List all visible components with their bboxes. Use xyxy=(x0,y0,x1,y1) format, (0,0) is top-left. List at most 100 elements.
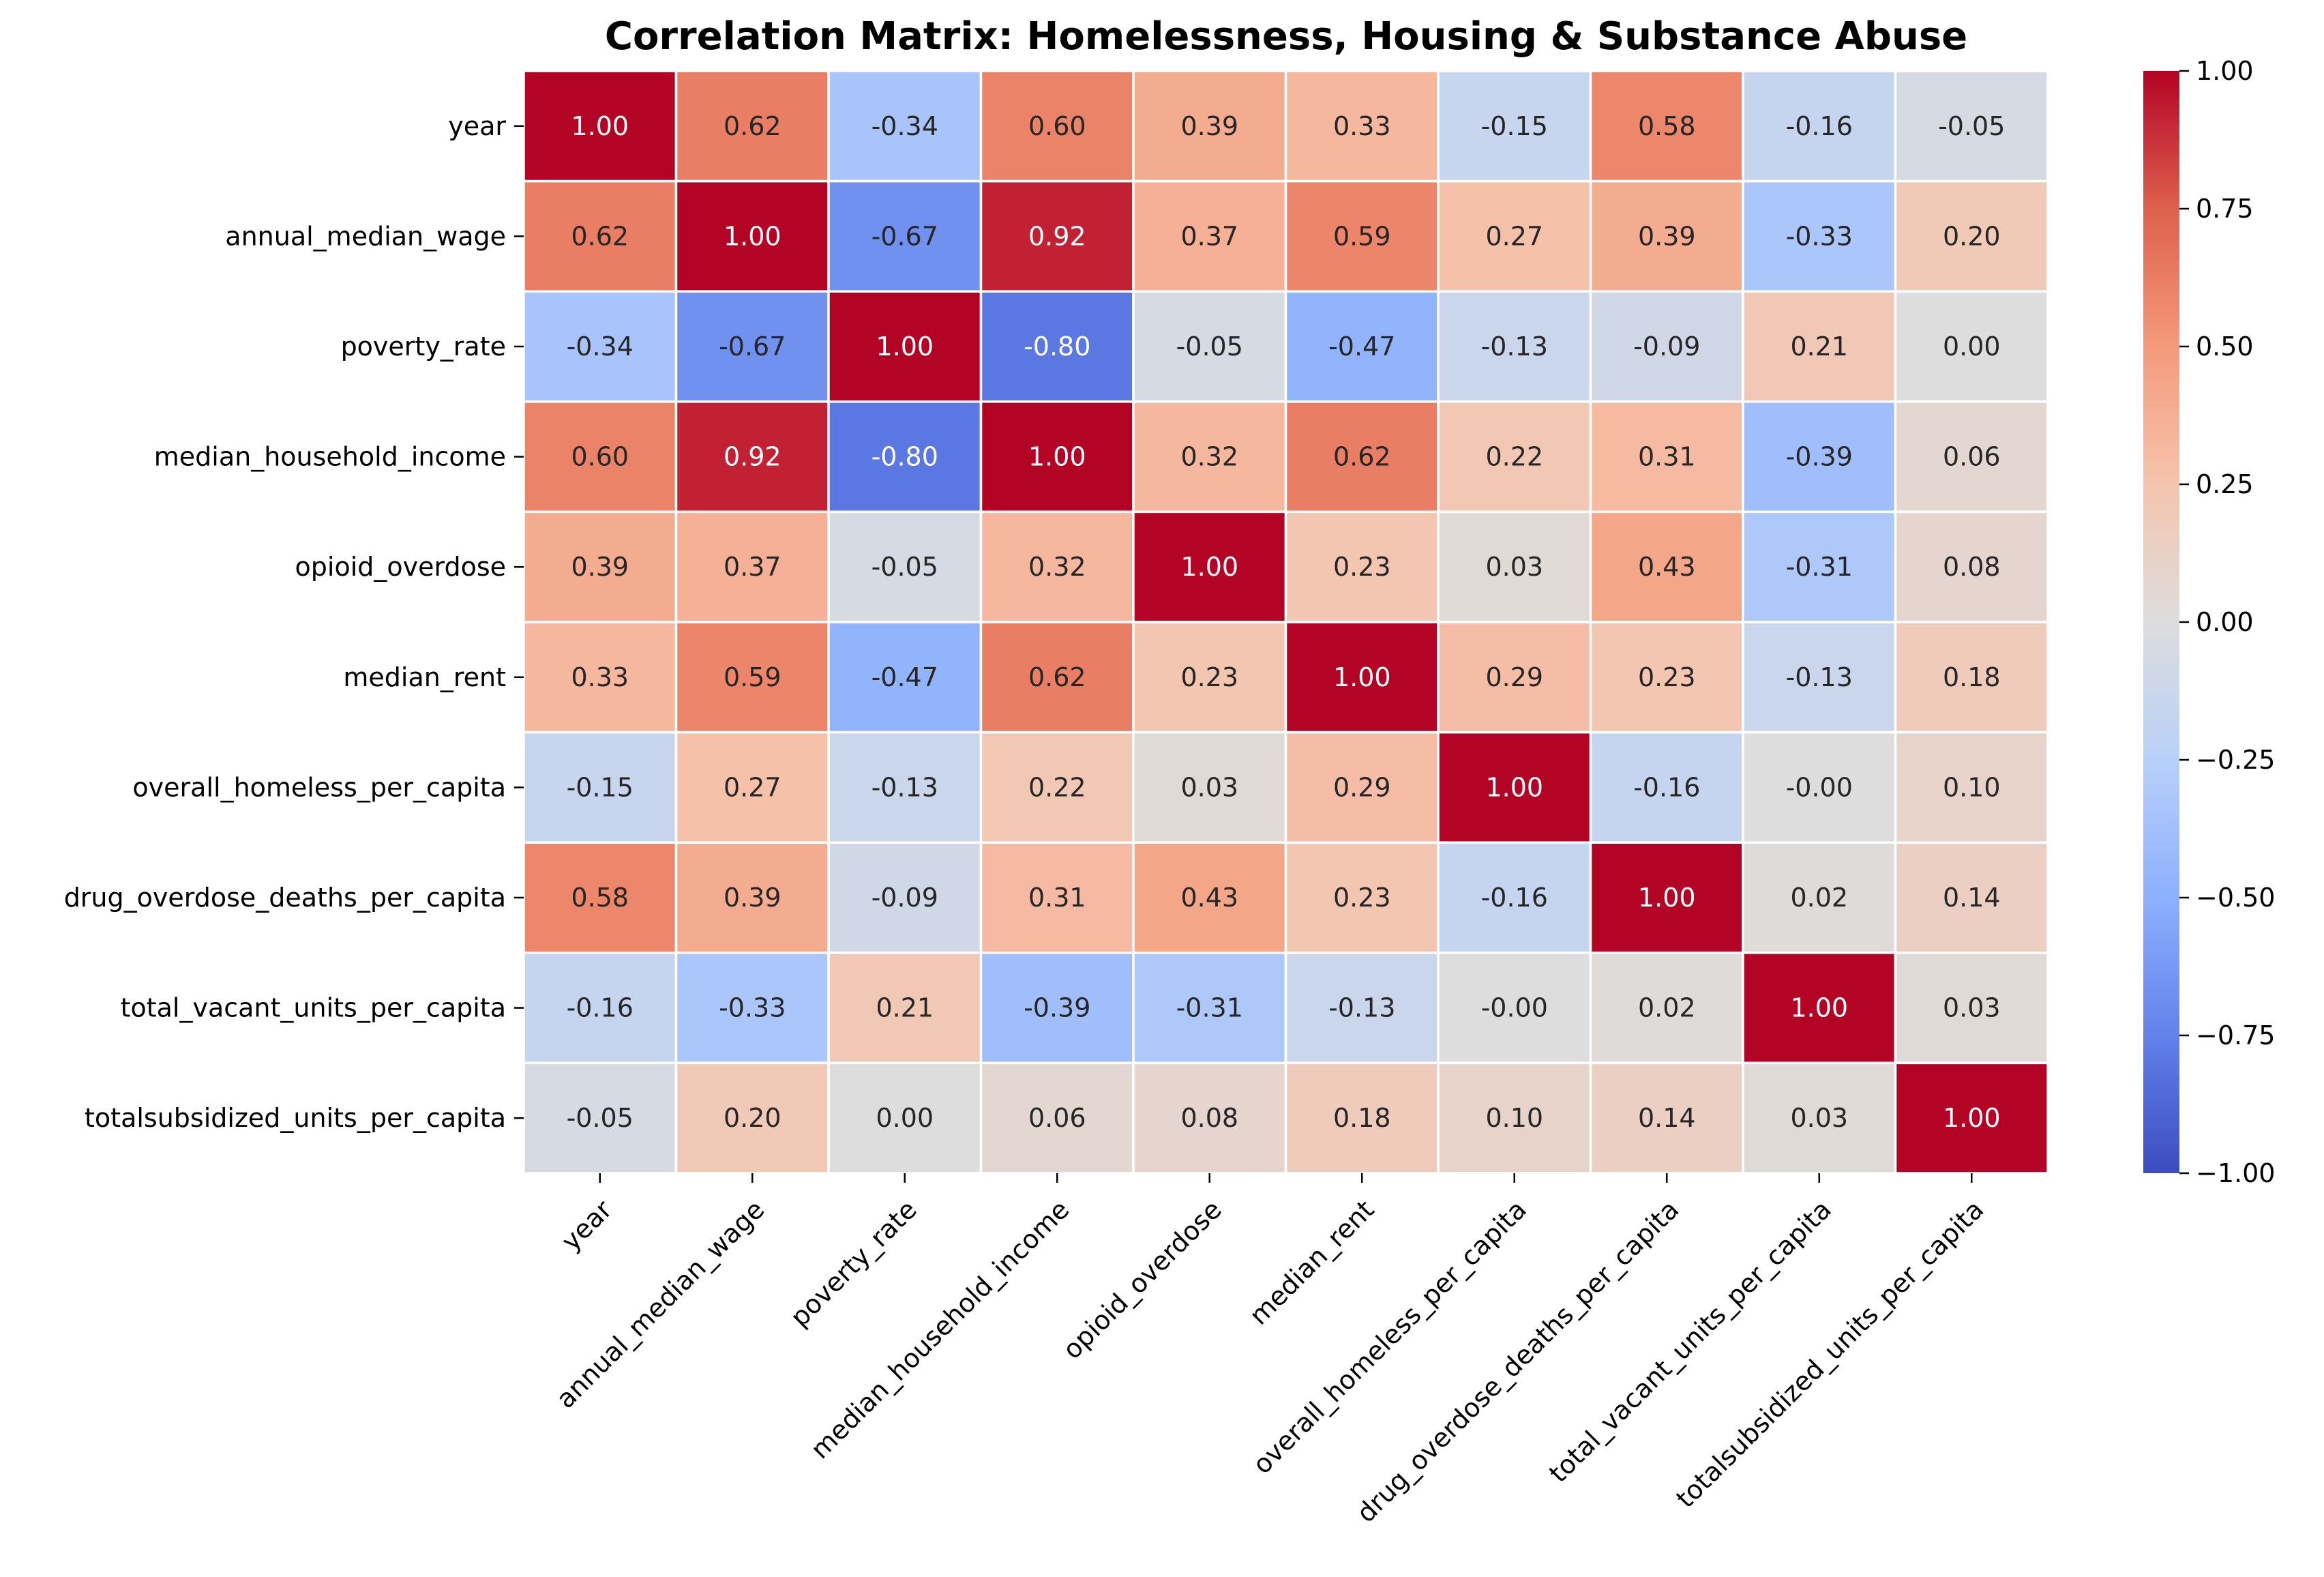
cell-value-label: -0.16 xyxy=(1633,772,1700,802)
cell-value-label: -0.16 xyxy=(567,993,634,1023)
cell-value-label: -0.34 xyxy=(872,111,938,141)
cell-value-label: 0.23 xyxy=(1333,552,1391,582)
cell-value-label: 0.08 xyxy=(1180,1103,1238,1133)
cell-value-label: 0.59 xyxy=(724,662,781,692)
x-tick-label: median_household_income xyxy=(805,1194,1075,1464)
colorbar: 1.00 0.75 0.50 0.25 0.00 −0.25 −0.50 −0.75 −1.00 xyxy=(2143,56,2275,1188)
cell-value-label: -0.33 xyxy=(719,993,786,1023)
heatmap-cell xyxy=(827,841,983,954)
cell-value-label: -0.05 xyxy=(1176,331,1243,362)
cell-value-label: 0.62 xyxy=(571,221,629,251)
y-axis: year annual_median_wage poverty_ratemedian… xyxy=(64,111,524,1133)
heatmap-cell xyxy=(522,290,678,403)
y-tick-label: median_household_income xyxy=(154,442,506,472)
x-tick-label: overall_homeless_per_capita xyxy=(1247,1194,1532,1479)
colorbar-tick-label: −0.50 xyxy=(2196,883,2275,913)
heatmap-cell xyxy=(1437,290,1592,403)
heatmap-cell xyxy=(1742,621,1897,734)
colorbar-tick-label: 0.75 xyxy=(2196,194,2254,224)
heatmap-cell xyxy=(1589,731,1744,844)
heatmap-cell xyxy=(1742,1061,1897,1175)
heatmap-cell xyxy=(1742,952,1897,1065)
cell-value-label: 0.62 xyxy=(1028,662,1086,692)
heatmap-cell xyxy=(1589,70,1744,183)
colorbar-tick-label: 0.50 xyxy=(2196,331,2254,362)
cell-value-label: 0.31 xyxy=(1638,442,1696,472)
cell-value-label: 0.59 xyxy=(1333,221,1391,251)
cell-value-label: -0.47 xyxy=(1328,331,1395,362)
cell-value-label: -0.31 xyxy=(1786,552,1853,582)
heatmap-cell xyxy=(1894,179,2049,293)
cell-value-label: 0.39 xyxy=(724,883,781,913)
heatmap-cell xyxy=(674,179,830,293)
heatmap-cell xyxy=(674,510,830,623)
cell-value-label: -0.16 xyxy=(1786,111,1853,141)
heatmap-cell xyxy=(674,841,830,954)
y-tick-label: year xyxy=(448,111,506,141)
cell-value-label: -0.16 xyxy=(1481,883,1548,913)
heatmap-cell xyxy=(522,621,678,734)
heatmap-cell xyxy=(1589,510,1744,623)
x-tick-label: drug_overdose_deaths_per_capita xyxy=(1351,1194,1685,1529)
heatmap-cell xyxy=(1894,290,2049,403)
cell-value-label: -0.39 xyxy=(1024,993,1090,1023)
cell-value-label: 0.62 xyxy=(1333,442,1391,472)
cell-value-label: 0.23 xyxy=(1638,662,1696,692)
cell-value-label: 0.29 xyxy=(1333,772,1391,802)
cell-value-label: 0.27 xyxy=(1485,221,1543,251)
heatmap-cell xyxy=(827,70,983,183)
heatmap-cells xyxy=(522,70,2049,1175)
cell-value-label: 0.43 xyxy=(1638,552,1696,582)
cell-value-label: -0.05 xyxy=(1938,111,2005,141)
heatmap-cell xyxy=(1284,179,1440,293)
x-tick-label: median_rent xyxy=(1244,1194,1380,1331)
heatmap-cell xyxy=(1132,290,1287,403)
cell-value-label: -0.13 xyxy=(1481,331,1548,362)
heatmap-cell xyxy=(1589,1061,1744,1175)
cell-value-label: 0.21 xyxy=(1790,331,1848,362)
heatmap-cell xyxy=(1132,510,1287,623)
y-tick-label: opioid_overdose xyxy=(295,552,506,582)
heatmap-cell xyxy=(1437,731,1592,844)
heatmap-cell xyxy=(674,952,830,1065)
cell-value-label: -0.05 xyxy=(567,1103,634,1133)
cell-value-label: 0.02 xyxy=(1790,883,1848,913)
heatmap-cell xyxy=(1894,510,2049,623)
heatmap-cell xyxy=(1437,1061,1592,1175)
heatmap-cell xyxy=(1284,841,1440,954)
cell-value-label: 0.06 xyxy=(1943,442,2001,472)
cell-value-label: -0.33 xyxy=(1786,221,1853,251)
cell-value-label: 0.10 xyxy=(1943,772,2001,802)
heatmap-cell xyxy=(1589,952,1744,1065)
cell-value-label: 0.39 xyxy=(1638,221,1696,251)
cell-value-label: -0.39 xyxy=(1786,442,1853,472)
cell-value-label: 0.62 xyxy=(724,111,781,141)
heatmap-cell xyxy=(1894,70,2049,183)
cell-value-label: 0.27 xyxy=(724,772,781,802)
cell-value-label: 0.20 xyxy=(724,1103,781,1133)
heatmap-cell xyxy=(1132,621,1287,734)
cell-value-label: -0.00 xyxy=(1786,772,1853,802)
cell-value-label: 0.60 xyxy=(571,442,629,472)
cell-value-label: 0.14 xyxy=(1638,1103,1696,1133)
cell-value-label: 0.22 xyxy=(1485,442,1543,472)
cell-value-label: 1.00 xyxy=(1485,772,1543,802)
cell-value-label: 1.00 xyxy=(876,331,934,362)
cell-value-label: 0.37 xyxy=(724,552,781,582)
cell-value-label: -0.80 xyxy=(872,442,938,472)
heatmap-cell xyxy=(827,952,983,1065)
heatmap-cell xyxy=(827,290,983,403)
heatmap-cell xyxy=(979,952,1135,1065)
colorbar-tick-label: −1.00 xyxy=(2196,1158,2275,1188)
heatmap-cell xyxy=(1589,290,1744,403)
colorbar-tick-label: 0.00 xyxy=(2196,607,2254,637)
colorbar-gradient xyxy=(2143,71,2179,1173)
x-tick-label: total_vacant_units_per_capita xyxy=(1543,1194,1837,1488)
colorbar-tick-label: −0.75 xyxy=(2196,1020,2275,1050)
heatmap-cell xyxy=(1894,841,2049,954)
y-tick-label: total_vacant_units_per_capita xyxy=(121,993,506,1023)
cell-value-label: -0.00 xyxy=(1481,993,1548,1023)
cell-value-label: -0.80 xyxy=(1024,331,1090,362)
cell-value-label: 0.33 xyxy=(1333,111,1391,141)
